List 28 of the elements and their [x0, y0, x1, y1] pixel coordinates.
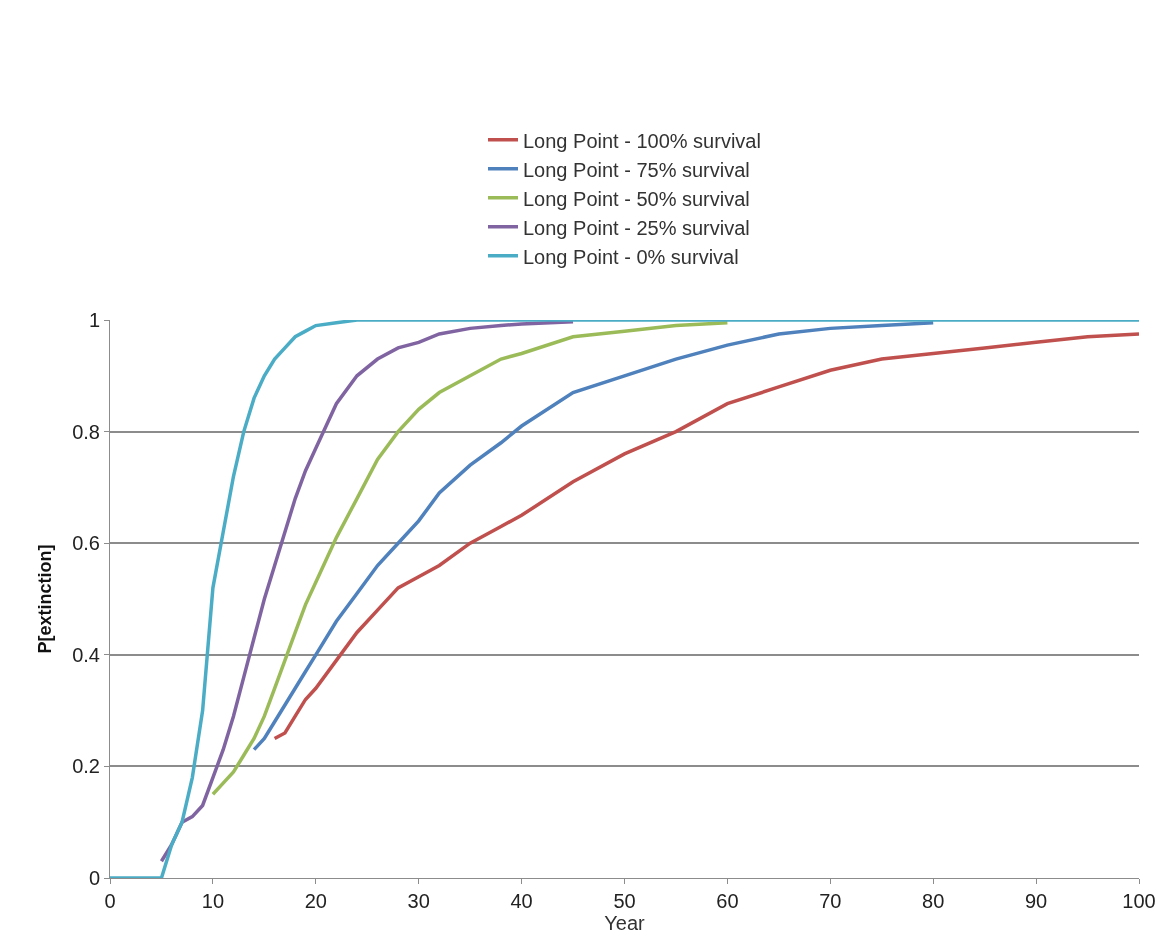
x-tick-label: 20 — [304, 890, 327, 912]
x-tick-label: 10 — [201, 890, 225, 912]
legend-label: Long Point - 25% survival — [523, 216, 750, 239]
legend-label: Long Point - 0% survival — [523, 245, 739, 268]
x-tick-label: 70 — [819, 890, 842, 912]
line-series — [159, 320, 575, 864]
line-series — [252, 321, 935, 752]
legend-label: Long Point - 50% survival — [523, 187, 750, 210]
x-tick-label: 80 — [922, 890, 945, 912]
x-tick-label: 40 — [510, 890, 533, 912]
legend-label: Long Point - 100% survival — [523, 129, 761, 152]
x-tick-label: 50 — [613, 890, 636, 912]
y-tick-label: 0.2 — [72, 755, 100, 778]
y-tick-label: 0.8 — [72, 420, 100, 443]
line-series — [272, 332, 1139, 741]
legend-label: Long Point - 75% survival — [523, 158, 750, 181]
x-tick-label: 100 — [1122, 890, 1156, 912]
y-tick-label: 0.4 — [72, 643, 100, 666]
y-tick-label: 0 — [88, 867, 100, 889]
y-tick-label: 0.6 — [72, 532, 100, 555]
x-tick-label: 30 — [407, 890, 430, 912]
y-tick-label: 1 — [88, 309, 100, 331]
y-axis-title: P[extinction] — [35, 544, 56, 654]
x-tick-label: 60 — [716, 890, 739, 912]
x-axis-title: Year — [604, 912, 646, 934]
x-tick-label: 0 — [104, 890, 116, 912]
x-tick-label: 90 — [1024, 890, 1048, 912]
line-series — [211, 321, 730, 797]
